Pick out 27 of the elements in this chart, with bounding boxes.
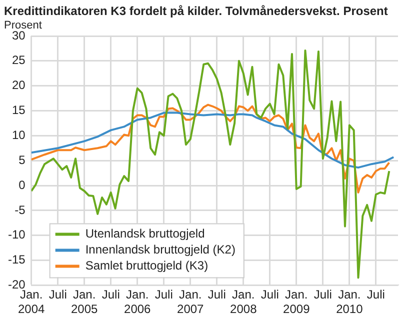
y-tick-label: -15	[8, 252, 26, 267]
y-tick-label: 15	[12, 103, 26, 118]
y-tick-label: 5	[18, 152, 26, 167]
x-tick-label: Jan. 2008	[230, 288, 258, 316]
legend-label: Samlet bruttogjeld (K3)	[85, 258, 208, 273]
y-tick-label: -10	[8, 228, 26, 242]
x-tick-label: Juli	[314, 288, 332, 302]
x-tick-label: Juli	[366, 288, 385, 302]
x-tick-label: Juli	[102, 288, 120, 302]
x-tick-label: Jan. 2005	[71, 288, 98, 316]
chart-title: Kredittindikatoren K3 fordelt på kilder. Tolvmånedersvekst. Prosent	[4, 4, 388, 18]
x-tick-label: Jan. 2004	[18, 288, 46, 316]
x-tick-label: Jan. 2006	[124, 288, 152, 316]
x-tick-label: Juli	[154, 288, 173, 302]
y-tick-label: 10	[12, 128, 26, 142]
x-tick-label: Juli	[260, 288, 279, 302]
x-tick-label: Jan. 2009	[283, 288, 310, 316]
y-tick-label: 25	[12, 53, 26, 68]
x-tick-label: Jan. 2007	[177, 288, 204, 316]
x-tick-label: Jan. 2010	[336, 288, 364, 316]
x-tick-label: Juli	[208, 288, 226, 302]
y-tick-label: 20	[12, 78, 26, 92]
x-tick-label: Juli	[48, 288, 67, 302]
legend-label: Utenlandsk bruttogjeld	[85, 226, 205, 241]
y-tick-label: -5	[14, 202, 26, 217]
y-tick-label: 0	[18, 178, 26, 192]
legend-label: Innenlandsk bruttogjeld (K2)	[85, 242, 236, 257]
